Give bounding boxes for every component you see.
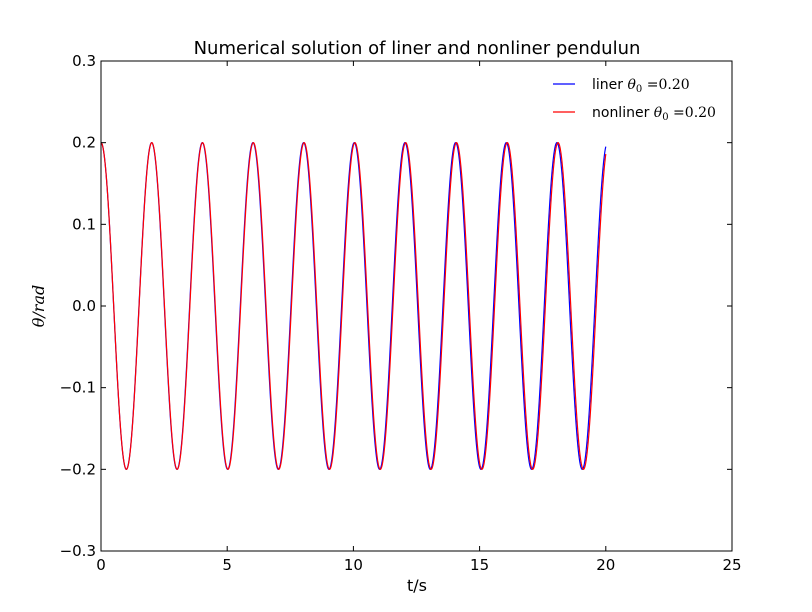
x-tick-label: 20	[596, 556, 615, 574]
legend: liner θ0 =0.20 nonliner θ0 =0.20	[553, 77, 716, 123]
x-axis-label: t/s	[407, 576, 427, 595]
x-tick-label: 5	[222, 556, 232, 574]
legend-label-0: liner θ0 =0.20	[592, 77, 690, 95]
y-tick-label: 0.0	[72, 297, 96, 315]
y-tick-label: −0.1	[60, 379, 96, 397]
x-tick-label: 0	[96, 556, 106, 574]
y-axis-label: θ/rad	[29, 285, 48, 327]
x-tick-label: 10	[344, 556, 363, 574]
y-tick-label: 0.1	[72, 215, 96, 233]
y-tick-label: 0.2	[72, 134, 96, 152]
y-tick-label: −0.2	[60, 460, 96, 478]
legend-label-1: nonliner θ0 =0.20	[592, 105, 716, 123]
chart-title: Numerical solution of liner and nonliner…	[194, 38, 641, 59]
series-line-1	[100, 142, 607, 470]
x-tick-label: 15	[470, 556, 489, 574]
ticks-group: 0 5 10 15 20 25 −0.3 −0.2 −0.1 0.0 0.1 0.2 0.3	[60, 52, 742, 574]
x-tick-label: 25	[722, 556, 741, 574]
y-tick-label: −0.3	[60, 542, 96, 560]
series-group	[100, 142, 607, 470]
y-tick-label: 0.3	[72, 52, 96, 70]
